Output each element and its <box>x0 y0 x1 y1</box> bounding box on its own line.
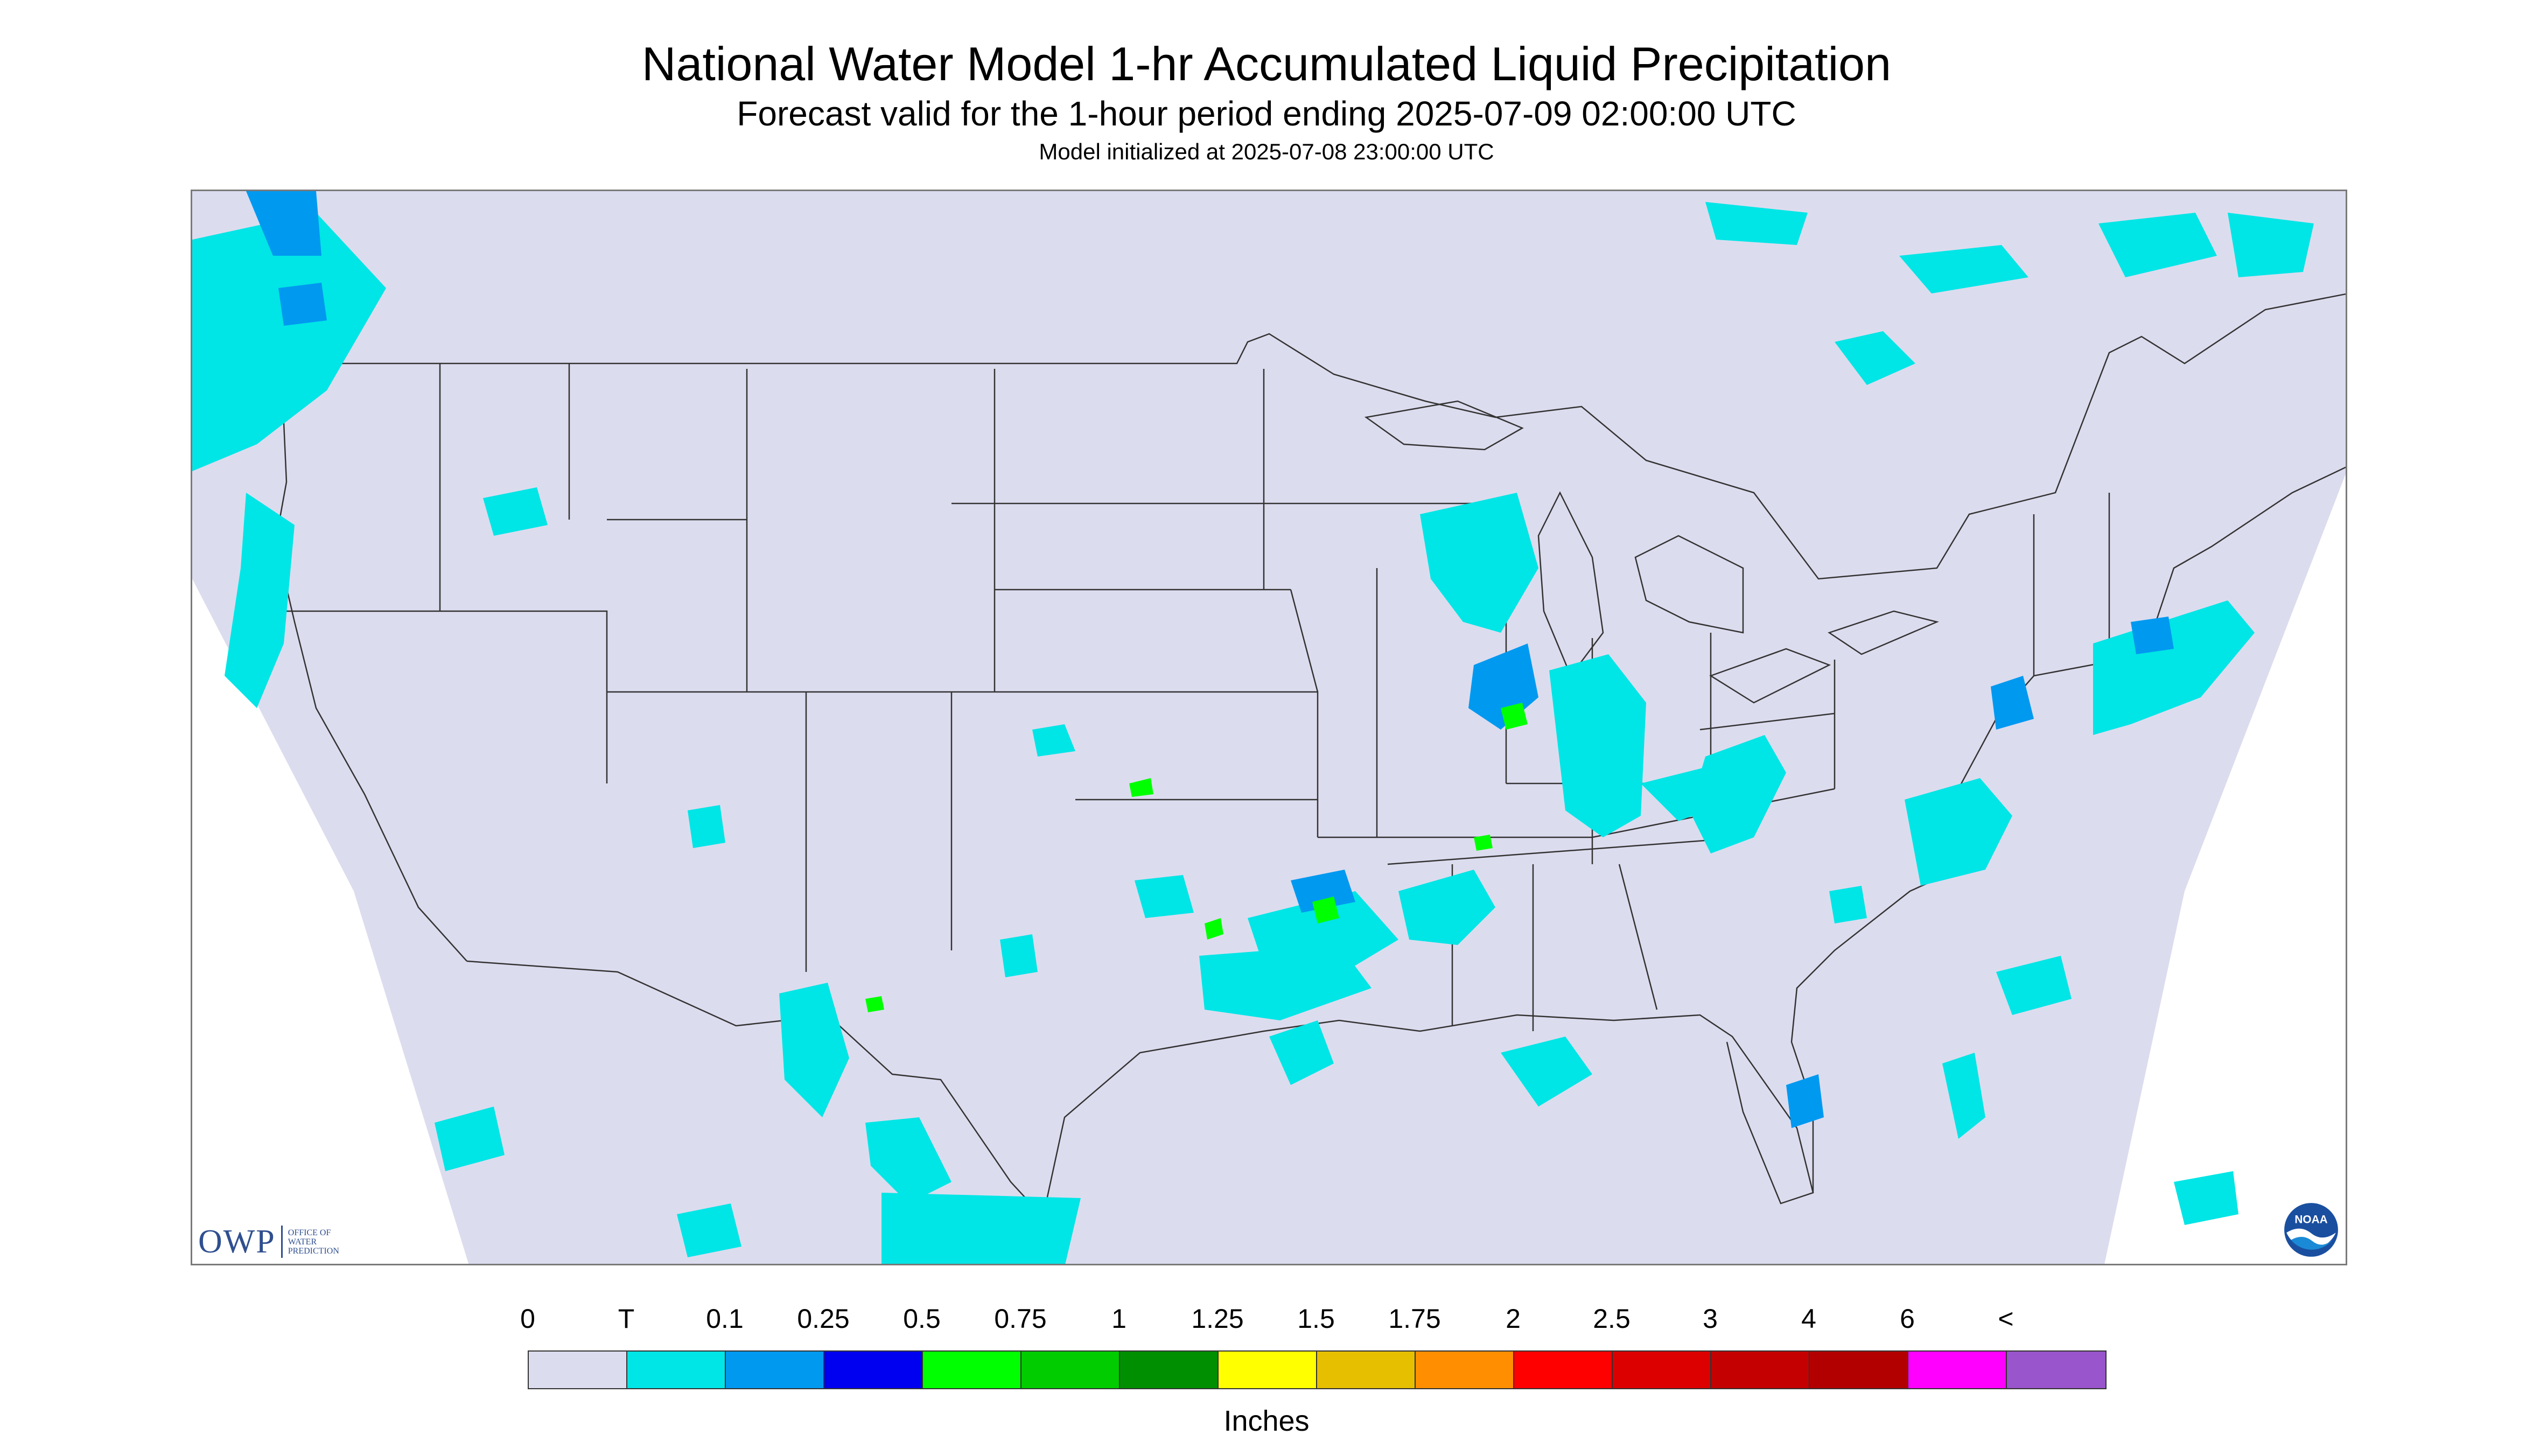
legend-label: 1.5 <box>1297 1304 1335 1334</box>
legend-swatch <box>1711 1352 1810 1388</box>
owp-logo-divider <box>281 1226 283 1258</box>
legend-swatch <box>1908 1352 2007 1388</box>
owp-logo-text: OWP <box>198 1223 276 1260</box>
legend-swatch <box>824 1352 923 1388</box>
canada-border <box>278 293 2346 580</box>
noaa-logo-text: NOAA <box>2294 1214 2327 1226</box>
pacific-coast <box>275 363 467 962</box>
legend-swatch <box>1120 1352 1219 1388</box>
map-title: National Water Model 1-hr Accumulated Li… <box>641 37 1892 90</box>
legend-label: 0.5 <box>903 1304 941 1334</box>
legend-swatch <box>2007 1352 2105 1388</box>
legend-label: 0 <box>520 1304 535 1334</box>
legend-label: 1 <box>1111 1304 1126 1334</box>
precipitation-map[interactable] <box>191 190 2347 1265</box>
gulf-coast <box>1042 1014 1814 1217</box>
legend-label: 6 <box>1900 1304 1915 1334</box>
legend-label: 1.25 <box>1191 1304 1244 1334</box>
legend-units: Inches <box>1223 1405 1310 1437</box>
owp-logo: OWP OFFICE OF WATER PREDICTION <box>198 1222 339 1261</box>
legend-label: 2.5 <box>1593 1304 1631 1334</box>
noaa-logo: NOAA <box>2284 1203 2338 1257</box>
legend-swatch <box>1810 1352 1908 1388</box>
legend-label: 1.75 <box>1388 1304 1441 1334</box>
legend-label: 2 <box>1506 1304 1521 1334</box>
legend-swatch <box>923 1352 1021 1388</box>
map-subtitle: Forecast valid for the 1-hour period end… <box>737 94 1796 133</box>
legend-label: < <box>1998 1304 2014 1334</box>
model-domain-area <box>192 191 2346 1264</box>
legend-label: 0.25 <box>797 1304 850 1334</box>
legend-label: 4 <box>1801 1304 1816 1334</box>
legend-label: 3 <box>1703 1304 1718 1334</box>
precip-colorbar <box>528 1350 2107 1389</box>
legend-swatch <box>726 1352 824 1388</box>
legend-swatch <box>1219 1352 1317 1388</box>
legend-swatch <box>1613 1352 1711 1388</box>
owp-logo-subtext: OFFICE OF WATER PREDICTION <box>288 1228 339 1256</box>
precip-heavy-cells <box>865 703 1528 1012</box>
legend-labels: 0 T 0.1 0.25 0.5 0.75 1 1.25 1.5 1.75 2 2.5 3 4 6 < <box>0 1303 2533 1335</box>
legend-swatch <box>1514 1352 1613 1388</box>
legend-label: T <box>618 1304 635 1334</box>
atlantic-coast <box>1790 466 2346 1193</box>
legend-label: 0.75 <box>994 1304 1047 1334</box>
precip-moderate-cells <box>246 191 2174 1128</box>
model-init-time: Model initialized at 2025-07-08 23:00:00… <box>1039 139 1494 164</box>
state-lines <box>281 363 2110 1031</box>
legend-swatch <box>1416 1352 1514 1388</box>
legend-swatch <box>627 1352 726 1388</box>
legend-swatch <box>1317 1352 1416 1388</box>
legend-swatch <box>529 1352 627 1388</box>
legend-label: 0.1 <box>706 1304 744 1334</box>
legend-swatch <box>1021 1352 1120 1388</box>
